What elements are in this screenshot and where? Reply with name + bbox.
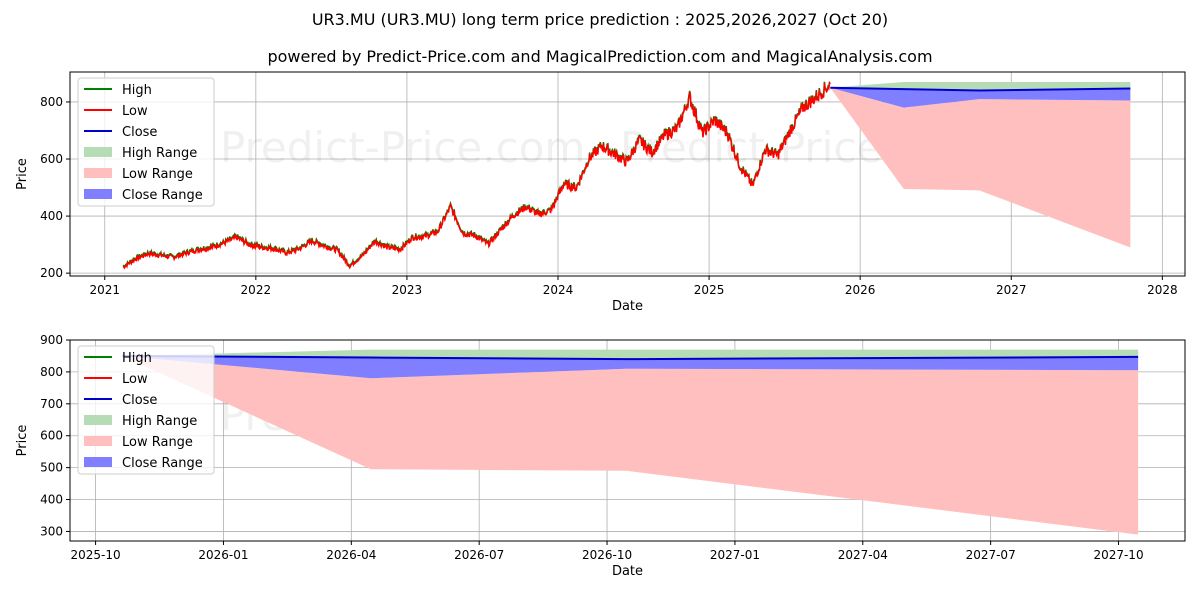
legend-label: Low [122,372,148,387]
x-axis-label: Date [612,564,643,579]
legend-label: Close [122,393,157,408]
y-tick-label: 700 [40,397,63,411]
legend-label: High Range [122,414,197,429]
y-tick-label: 500 [40,461,63,475]
legend-swatch-high-range [84,147,112,157]
y-tick-label: 800 [40,95,63,109]
legend-label: Low [122,104,148,119]
legend-swatch-high-range [84,415,112,425]
legend-label: Close Range [122,188,203,203]
legend-swatch-low-range [84,436,112,446]
legend-label: High [122,351,152,366]
chart-title: UR3.MU (UR3.MU) long term price predicti… [311,10,889,29]
y-axis-label: Price [15,425,30,457]
close-range-area [122,355,1139,379]
y-tick-label: 900 [40,333,63,347]
y-tick-label: 600 [40,152,63,166]
x-tick-label: 2026-07 [454,548,504,562]
y-tick-label: 400 [40,493,63,507]
x-tick-label: 2027 [996,283,1027,297]
close-line [122,354,1139,361]
x-tick-label: 2025 [694,283,725,297]
y-tick-label: 600 [40,429,63,443]
watermark: Predict-Price.com [220,123,585,172]
y-tick-label: 800 [40,365,63,379]
x-tick-label: 2027-10 [1093,548,1143,562]
legend-swatch-close-range [84,457,112,467]
x-tick-label: 2026-04 [326,548,376,562]
x-tick-label: 2026-10 [582,548,632,562]
legend-label: Low Range [122,435,193,450]
y-tick-label: 400 [40,209,63,223]
axes-frame [69,339,1186,542]
x-tick-label: 2025-10 [71,548,121,562]
low-range-area [122,355,1139,535]
x-axis-label: Date [612,299,643,314]
x-tick-label: 2027-01 [710,548,760,562]
close-range-area [830,87,1131,108]
x-tick-label: 2023 [392,283,423,297]
legend-swatch-low-range [84,168,112,178]
x-tick-label: 2021 [89,283,120,297]
x-tick-label: 2024 [543,283,574,297]
legend-label: Close [122,125,157,140]
legend-label: Low Range [122,167,193,182]
close-line [830,86,1131,92]
x-tick-label: 2026-01 [198,548,248,562]
y-tick-label: 200 [40,266,63,280]
x-tick-label: 2026 [845,283,876,297]
low-line [122,80,831,270]
y-tick-label: 300 [40,524,63,538]
legend-label: High [122,83,152,98]
axes-frame [69,71,1186,277]
y-axis-label: Price [15,158,30,190]
x-tick-label: 2027-04 [838,548,888,562]
x-tick-label: 2028 [1147,283,1178,297]
legend-label: High Range [122,146,197,161]
chart-subtitle: powered by Predict-Price.com and Magical… [267,47,933,66]
legend-label: Close Range [122,456,203,471]
x-tick-label: 2027-07 [966,548,1016,562]
low-range-area [830,87,1131,248]
legend-swatch-close-range [84,189,112,199]
x-tick-label: 2022 [241,283,272,297]
